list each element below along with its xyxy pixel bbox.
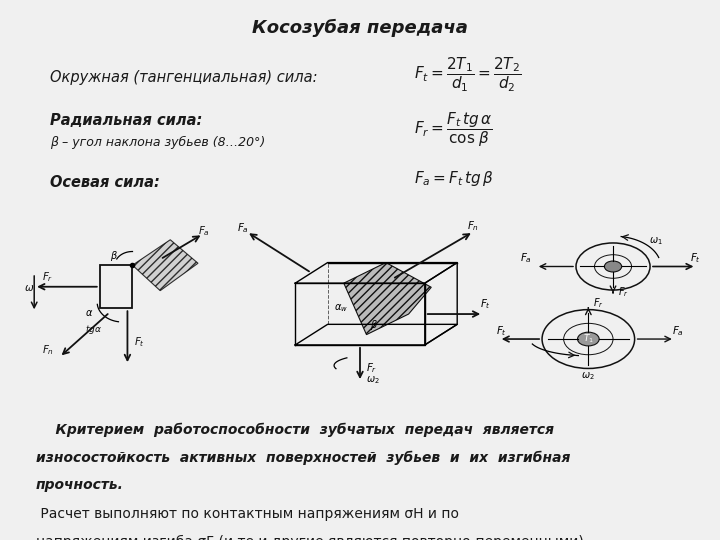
Text: $F_r = \dfrac{F_t\,tg\,\alpha}{\cos\,\beta}$: $F_r = \dfrac{F_t\,tg\,\alpha}{\cos\,\be… [414, 110, 492, 149]
Text: Критерием  работоспособности  зубчатых  передач  является: Критерием работоспособности зубчатых пер… [36, 422, 554, 437]
Text: $F_t$: $F_t$ [480, 297, 491, 310]
Text: Косозубая передача: Косозубая передача [252, 19, 468, 37]
Text: $F_r$: $F_r$ [42, 270, 53, 284]
Text: $\beta$: $\beta$ [110, 249, 118, 264]
Text: $F_a$: $F_a$ [521, 252, 532, 265]
Text: $F_a = F_t\,tg\,\beta$: $F_a = F_t\,tg\,\beta$ [414, 168, 494, 188]
Text: $F_a$: $F_a$ [237, 222, 249, 235]
Circle shape [577, 332, 599, 346]
Text: $F_t$: $F_t$ [690, 252, 701, 265]
Text: $tg\alpha$: $tg\alpha$ [85, 323, 102, 336]
Text: износостойкость  активных  поверхностей  зубьев  и  их  изгибная: износостойкость активных поверхностей зу… [36, 450, 570, 465]
Text: $\alpha_w$: $\alpha_w$ [334, 302, 348, 314]
Text: β – угол наклона зубьев (8…20°): β – угол наклона зубьев (8…20°) [50, 136, 266, 149]
Text: $\omega_2$: $\omega_2$ [366, 374, 380, 386]
Text: $T_1$: $T_1$ [583, 333, 594, 345]
Text: $F_r$: $F_r$ [366, 362, 378, 375]
Text: $F_t$: $F_t$ [496, 324, 507, 338]
Text: $\omega_2$: $\omega_2$ [582, 370, 595, 382]
Text: Окружная (тангенциальная) сила:: Окружная (тангенциальная) сила: [50, 70, 318, 85]
Text: $F_t$: $F_t$ [134, 335, 145, 349]
Text: $F_n$: $F_n$ [467, 220, 479, 233]
Text: $\alpha$: $\alpha$ [85, 308, 93, 318]
Text: $\omega$: $\omega$ [24, 282, 35, 293]
Text: напряжениям изгиба σF (и те и другие являются повторно-переменными).: напряжениям изгиба σF (и те и другие явл… [36, 535, 588, 540]
Text: $F_r$: $F_r$ [618, 285, 629, 299]
Text: Расчет выполняют по контактным напряжениям σH и по: Расчет выполняют по контактным напряжени… [36, 507, 459, 521]
Text: $\beta$: $\beta$ [370, 319, 378, 333]
Text: $F_r$: $F_r$ [593, 296, 603, 310]
Polygon shape [344, 262, 431, 335]
Polygon shape [132, 240, 198, 291]
Text: $\omega_1$: $\omega_1$ [649, 235, 663, 247]
Text: $F_t = \dfrac{2T_1}{d_1} = \dfrac{2T_2}{d_2}$: $F_t = \dfrac{2T_1}{d_1} = \dfrac{2T_2}{… [414, 56, 521, 93]
Text: $F_n$: $F_n$ [42, 343, 54, 357]
Text: Радиальная сила:: Радиальная сила: [50, 113, 203, 129]
Text: $F_a$: $F_a$ [198, 224, 210, 238]
Text: $F_a$: $F_a$ [672, 324, 683, 338]
Bar [99, 265, 132, 308]
Text: Осевая сила:: Осевая сила: [50, 175, 161, 190]
Circle shape [604, 261, 621, 272]
Text: прочность.: прочность. [36, 478, 124, 492]
